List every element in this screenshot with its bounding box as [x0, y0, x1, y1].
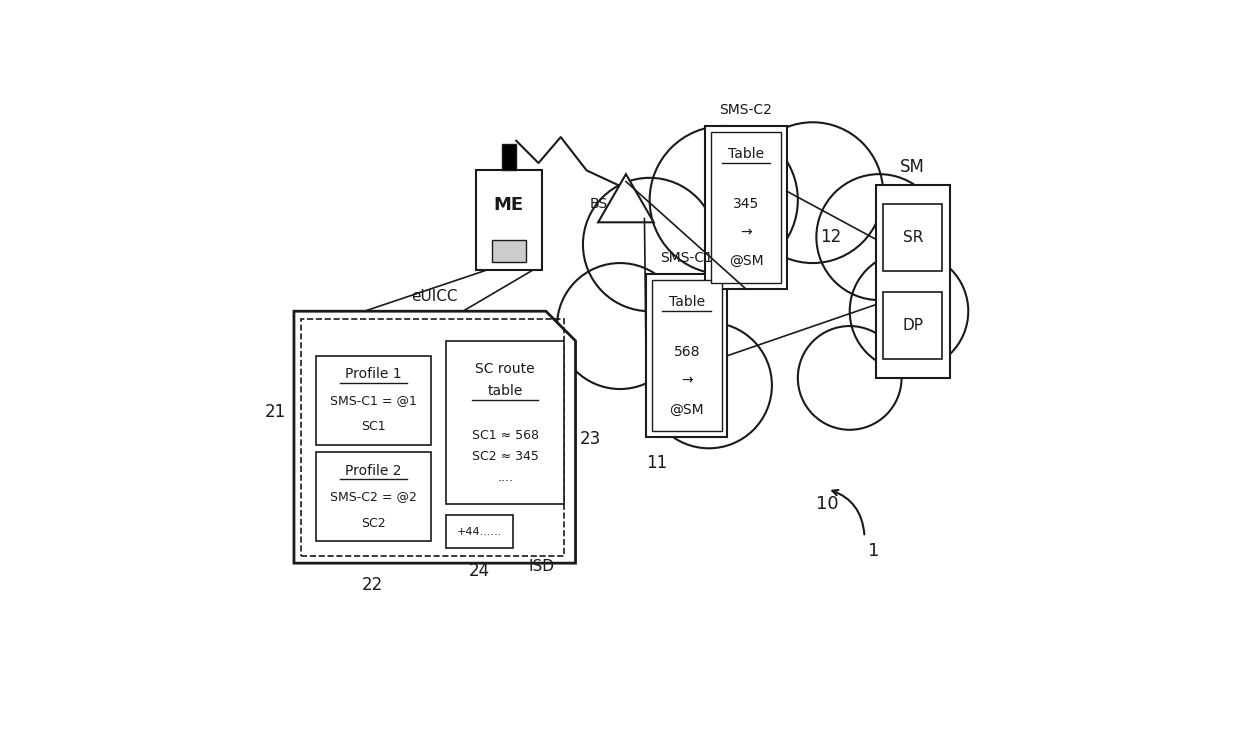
Text: 22: 22 [362, 576, 383, 594]
Text: @SM: @SM [670, 402, 704, 416]
Circle shape [557, 263, 683, 389]
Text: Table: Table [728, 147, 764, 161]
Circle shape [797, 326, 901, 430]
FancyBboxPatch shape [316, 452, 432, 541]
Text: SMS-C2: SMS-C2 [719, 103, 773, 117]
Text: SC2 ≈ 345: SC2 ≈ 345 [471, 450, 538, 463]
Circle shape [849, 252, 968, 370]
Text: 23: 23 [580, 430, 601, 448]
Text: Profile 2: Profile 2 [346, 464, 402, 477]
Text: ISD: ISD [528, 559, 554, 574]
Text: ....: .... [497, 471, 513, 485]
FancyBboxPatch shape [446, 515, 512, 548]
Text: @SM: @SM [729, 254, 764, 268]
Circle shape [583, 178, 717, 311]
Text: table: table [487, 385, 523, 398]
Text: 568: 568 [673, 345, 699, 359]
Text: 1: 1 [868, 542, 880, 559]
Polygon shape [598, 174, 653, 222]
Text: SC route: SC route [475, 362, 534, 376]
Text: →: → [681, 373, 692, 387]
Text: Profile 1: Profile 1 [345, 368, 402, 381]
FancyBboxPatch shape [446, 341, 564, 504]
FancyBboxPatch shape [875, 185, 950, 378]
FancyBboxPatch shape [883, 204, 942, 271]
FancyBboxPatch shape [502, 144, 516, 170]
Text: SMS-C2 = @2: SMS-C2 = @2 [330, 490, 417, 503]
Text: SC1 ≈ 568: SC1 ≈ 568 [471, 429, 538, 442]
FancyBboxPatch shape [883, 292, 942, 359]
FancyBboxPatch shape [475, 170, 542, 270]
Text: 21: 21 [265, 403, 286, 421]
Text: →: → [740, 225, 751, 239]
Text: SMS-C1 = @1: SMS-C1 = @1 [330, 393, 417, 407]
Text: SC1: SC1 [361, 420, 386, 433]
Text: SR: SR [903, 230, 923, 245]
Text: SM: SM [900, 159, 925, 176]
Text: ME: ME [494, 196, 525, 214]
Circle shape [650, 126, 797, 274]
FancyBboxPatch shape [712, 132, 781, 283]
FancyBboxPatch shape [652, 280, 722, 431]
Text: 24: 24 [469, 562, 490, 579]
FancyBboxPatch shape [706, 126, 786, 289]
Polygon shape [294, 311, 575, 563]
Circle shape [743, 122, 883, 263]
FancyBboxPatch shape [492, 240, 526, 262]
Text: +44......: +44...... [456, 527, 502, 536]
Text: 10: 10 [816, 495, 838, 513]
Circle shape [646, 322, 773, 448]
Text: SMS-C1: SMS-C1 [660, 251, 713, 265]
Text: BS: BS [589, 197, 608, 210]
Text: 12: 12 [821, 228, 842, 247]
Text: SC2: SC2 [361, 516, 386, 530]
Circle shape [816, 174, 942, 300]
Text: 345: 345 [733, 197, 759, 211]
Text: DP: DP [903, 318, 924, 333]
FancyBboxPatch shape [646, 274, 728, 437]
FancyBboxPatch shape [316, 356, 432, 445]
Text: eUICC: eUICC [412, 289, 458, 304]
Text: 11: 11 [646, 454, 667, 472]
Text: Table: Table [668, 296, 704, 309]
